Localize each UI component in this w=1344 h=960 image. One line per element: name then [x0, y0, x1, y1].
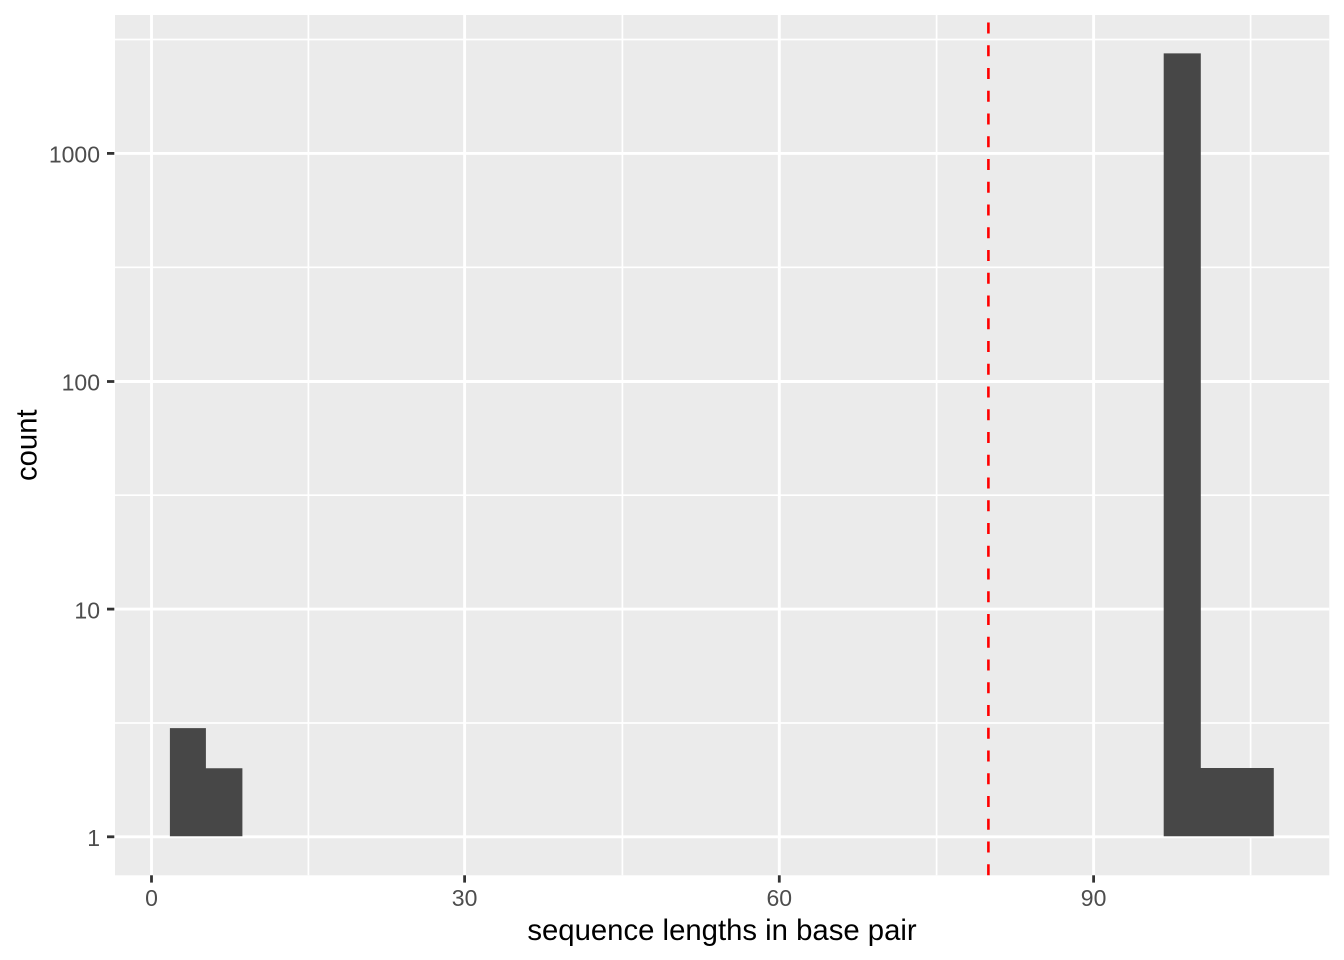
svg-text:0: 0: [145, 885, 158, 911]
svg-text:90: 90: [1081, 885, 1107, 911]
svg-text:10: 10: [74, 597, 100, 623]
svg-text:1000: 1000: [49, 142, 100, 168]
svg-text:1: 1: [87, 825, 100, 851]
svg-text:100: 100: [62, 370, 100, 396]
svg-text:30: 30: [452, 885, 478, 911]
svg-text:sequence lengths in base pair: sequence lengths in base pair: [527, 914, 917, 947]
svg-text:60: 60: [767, 885, 793, 911]
svg-text:count: count: [10, 409, 43, 481]
